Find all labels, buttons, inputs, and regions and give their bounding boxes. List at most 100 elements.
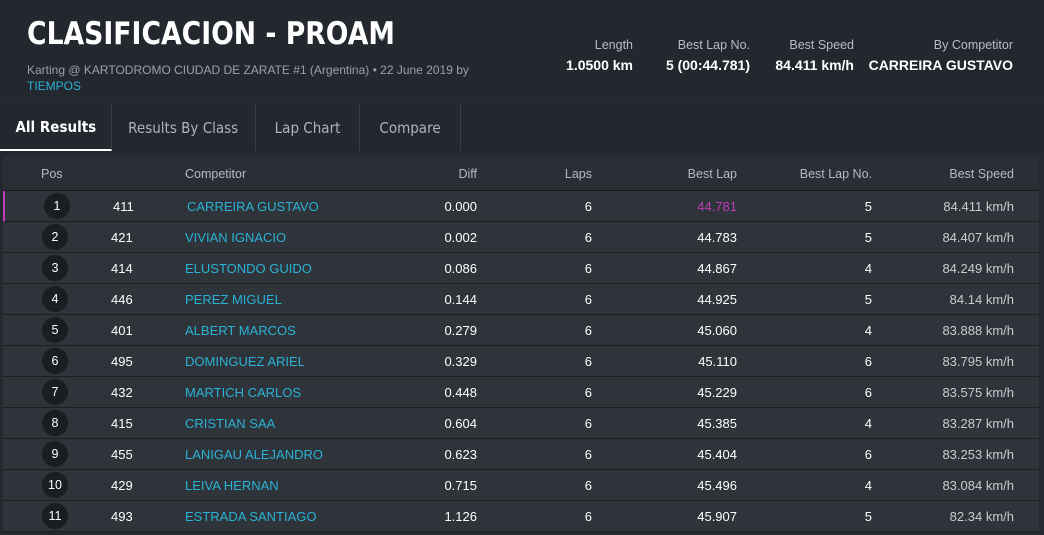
stat-best-lap-no: Best Lap No. 5 (00:44.781): [666, 38, 750, 73]
stat-by-competitor-label: By Competitor: [933, 38, 1013, 52]
organizer-link[interactable]: TIEMPOS: [27, 79, 82, 93]
best-lap-cell: 44.783: [697, 229, 737, 245]
table-row[interactable]: 4 446 PEREZ MIGUEL 0.144 6 44.925 5 84.14 km/h: [3, 284, 1039, 315]
position-badge: 10: [42, 472, 68, 498]
kart-number: 421: [111, 229, 133, 245]
position-cell: 11: [41, 501, 69, 531]
competitor-link[interactable]: ALBERT MARCOS: [185, 322, 296, 338]
table-row[interactable]: 8 415 CRISTIAN SAA 0.604 6 45.385 4 83.287 km/h: [3, 408, 1039, 439]
diff-cell: 0.604: [444, 415, 477, 431]
table-row[interactable]: 9 455 LANIGAU ALEJANDRO 0.623 6 45.404 6 83.253…: [3, 439, 1039, 470]
best-speed-cell: 83.888 km/h: [942, 322, 1014, 338]
diff-cell: 0.000: [444, 198, 477, 214]
kart-number: 446: [111, 291, 133, 307]
best-lap-cell: 45.385: [697, 415, 737, 431]
competitor-link[interactable]: CRISTIAN SAA: [185, 415, 276, 431]
best-lap-cell: 44.867: [697, 260, 737, 276]
best-speed-cell: 84.411 km/h: [943, 198, 1014, 214]
competitor-link[interactable]: DOMINGUEZ ARIEL: [185, 353, 305, 369]
competitor-link[interactable]: LANIGAU ALEJANDRO: [185, 446, 323, 462]
tab-lap-chart[interactable]: Lap Chart: [256, 104, 360, 151]
tab-results-by-class[interactable]: Results By Class: [112, 104, 256, 151]
position-cell: 5: [41, 315, 69, 345]
best-speed-cell: 83.084 km/h: [942, 477, 1014, 493]
best-lap-no-cell: 6: [864, 353, 872, 369]
table-row[interactable]: 5 401 ALBERT MARCOS 0.279 6 45.060 4 83.888 km/…: [3, 315, 1039, 346]
best-speed-cell: 83.287 km/h: [942, 415, 1014, 431]
diff-cell: 0.715: [444, 477, 477, 493]
best-lap-no-cell: 5: [864, 291, 872, 307]
header-competitor[interactable]: Competitor: [185, 166, 247, 181]
diff-cell: 0.144: [444, 291, 477, 307]
header-pos[interactable]: Pos: [41, 166, 63, 181]
best-lap-no-cell: 6: [864, 446, 872, 462]
diff-cell: 0.623: [444, 446, 477, 462]
table-row[interactable]: 7 432 MARTICH CARLOS 0.448 6 45.229 6 83.575 km…: [3, 377, 1039, 408]
kart-number: 411: [113, 198, 134, 214]
best-speed-cell: 84.14 km/h: [949, 291, 1014, 307]
tab-compare[interactable]: Compare: [360, 104, 461, 151]
competitor-link[interactable]: MARTICH CARLOS: [185, 384, 302, 400]
header-diff[interactable]: Diff: [458, 166, 477, 181]
laps-cell: 6: [584, 508, 592, 524]
position-badge: 11: [42, 503, 68, 529]
table-row[interactable]: 3 414 ELUSTONDO GUIDO 0.086 6 44.867 4 84.249 k…: [3, 253, 1039, 284]
chevron-down-icon[interactable]: ⌄: [375, 28, 389, 45]
position-cell: 4: [41, 284, 69, 314]
competitor-link[interactable]: CARREIRA GUSTAVO: [187, 198, 319, 214]
best-speed-cell: 82.34 km/h: [949, 508, 1014, 524]
table-row[interactable]: 6 495 DOMINGUEZ ARIEL 0.329 6 45.110 6 83.795 k…: [3, 346, 1039, 377]
laps-cell: 6: [584, 415, 592, 431]
best-speed-cell: 84.249 km/h: [942, 260, 1014, 276]
header-best-lap[interactable]: Best Lap: [687, 166, 737, 181]
laps-cell: 6: [584, 322, 592, 338]
position-badge: 4: [42, 286, 68, 312]
table-row[interactable]: 2 421 VIVIAN IGNACIO 0.002 6 44.783 5 84.407 km…: [3, 222, 1039, 253]
position-badge: 7: [42, 379, 68, 405]
position-cell: 8: [41, 408, 69, 438]
position-cell: 9: [41, 439, 69, 469]
laps-cell: 6: [584, 198, 592, 214]
position-badge: 9: [42, 441, 68, 467]
competitor-link[interactable]: ESTRADA SANTIAGO: [185, 508, 317, 524]
header-best-lap-no[interactable]: Best Lap No.: [799, 166, 872, 181]
diff-cell: 0.329: [444, 353, 477, 369]
kart-number: 493: [111, 508, 133, 524]
competitor-link[interactable]: PEREZ MIGUEL: [185, 291, 282, 307]
table-row[interactable]: 1 411 CARREIRA GUSTAVO 0.000 6 44.781 5 84.411 …: [3, 191, 1039, 222]
best-lap-no-cell: 5: [864, 508, 872, 524]
best-speed-cell: 83.253 km/h: [942, 446, 1014, 462]
session-header: CLASIFICACION - PROAM ⌄ Karting @ KARTOD…: [0, 0, 1044, 100]
header-laps[interactable]: Laps: [564, 166, 592, 181]
best-lap-cell: 45.229: [697, 384, 737, 400]
position-badge: 2: [42, 224, 68, 250]
stat-best-speed-value: 84.411 km/h: [775, 57, 854, 73]
table-row[interactable]: 11 493 ESTRADA SANTIAGO 1.126 6 45.907 5 82.34 …: [3, 501, 1039, 532]
best-lap-no-cell: 4: [864, 322, 872, 338]
kart-number: 415: [111, 415, 133, 431]
best-lap-cell: 45.110: [698, 353, 737, 369]
kart-number: 432: [111, 384, 133, 400]
best-lap-no-cell: 5: [864, 229, 872, 245]
competitor-link[interactable]: VIVIAN IGNACIO: [185, 229, 287, 245]
kart-number: 495: [111, 353, 133, 369]
stat-by-competitor-value: CARREIRA GUSTAVO: [868, 57, 1013, 73]
position-badge: 8: [42, 410, 68, 436]
tab-all-results[interactable]: All Results: [0, 104, 112, 151]
laps-cell: 6: [584, 384, 592, 400]
results-tabs: All Results Results By Class Lap Chart C…: [0, 104, 1044, 151]
header-best-speed[interactable]: Best Speed: [949, 166, 1014, 181]
best-lap-cell: 44.781: [697, 198, 737, 214]
position-badge: 5: [42, 317, 68, 343]
diff-cell: 0.279: [444, 322, 477, 338]
competitor-link[interactable]: ELUSTONDO GUIDO: [185, 260, 312, 276]
session-info: Karting @ KARTODROMO CIUDAD DE ZARATE #1…: [27, 63, 469, 77]
laps-cell: 6: [584, 229, 592, 245]
stat-best-lap-no-value: 5 (00:44.781): [665, 57, 750, 73]
competitor-link[interactable]: LEIVA HERNAN: [185, 477, 279, 493]
table-row[interactable]: 10 429 LEIVA HERNAN 0.715 6 45.496 4 83.084 km/…: [3, 470, 1039, 501]
kart-number: 455: [111, 446, 133, 462]
position-badge: 3: [42, 255, 68, 281]
results-table: Pos Competitor Diff Laps Best Lap Best L…: [3, 157, 1039, 532]
best-lap-cell: 44.925: [697, 291, 737, 307]
